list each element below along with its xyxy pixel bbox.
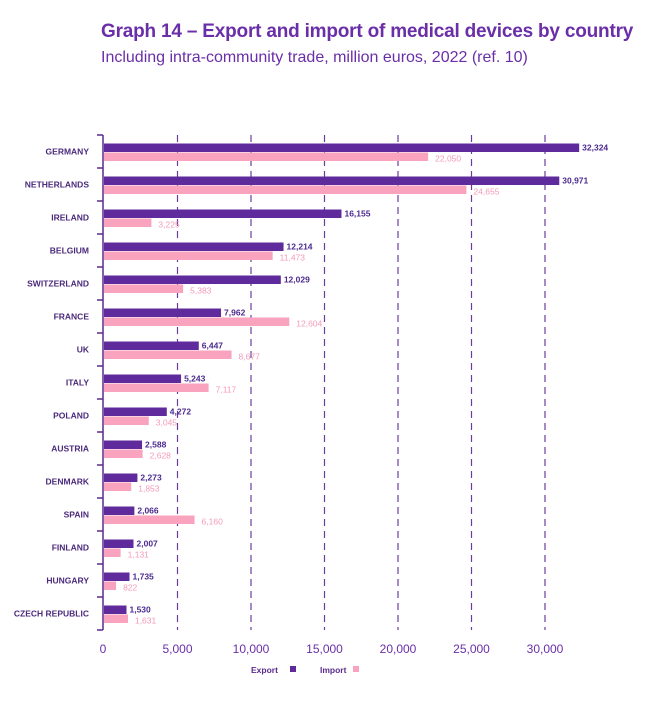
import-bar — [104, 317, 290, 326]
chart-subtitle: Including intra-community trade, million… — [101, 49, 528, 66]
x-tick-label: 5,000 — [162, 642, 192, 656]
x-tick-label: 10,000 — [233, 642, 270, 656]
export-bar — [104, 308, 222, 317]
import-bar — [104, 218, 152, 227]
export-bar — [104, 605, 127, 614]
export-value-label: 6,447 — [202, 341, 224, 351]
import-bar — [104, 548, 121, 557]
import-value-label: 5,383 — [190, 286, 212, 296]
export-bar — [104, 572, 130, 581]
category-label: FRANCE — [54, 312, 90, 322]
import-value-label: 1,131 — [128, 550, 150, 560]
import-bar — [104, 383, 209, 392]
export-bar — [104, 242, 284, 251]
export-bar — [104, 407, 167, 416]
export-bar — [104, 275, 281, 284]
category-label: HUNGARY — [46, 576, 89, 586]
import-value-label: 6,160 — [202, 517, 224, 527]
export-value-label: 1,735 — [133, 572, 155, 582]
import-value-label: 24,655 — [473, 187, 499, 197]
import-bar — [104, 515, 195, 524]
export-bar — [104, 176, 560, 185]
x-tick-label: 0 — [100, 642, 107, 656]
import-bar — [104, 350, 232, 359]
category-label: NETHERLANDS — [25, 180, 90, 190]
export-bar — [104, 473, 138, 482]
legend-export-label: Export — [251, 665, 278, 675]
import-value-label: 7,117 — [216, 385, 237, 395]
export-bar — [104, 539, 134, 548]
export-bar — [104, 341, 199, 350]
import-bar — [104, 581, 117, 590]
category-label: CZECH REPUBLIC — [14, 609, 89, 619]
export-value-label: 30,971 — [562, 176, 588, 186]
import-bar — [104, 614, 128, 623]
export-value-label: 2,273 — [140, 473, 162, 483]
x-tick-label: 30,000 — [527, 642, 564, 656]
export-value-label: 32,324 — [582, 143, 608, 153]
chart-title: Graph 14 – Export and import of medical … — [101, 21, 634, 42]
import-value-label: 2,628 — [150, 451, 172, 461]
import-bar — [104, 185, 467, 194]
legend-export-swatch — [290, 666, 296, 672]
category-label: GERMANY — [46, 147, 90, 157]
category-label: ITALY — [66, 378, 89, 388]
import-value-label: 22,050 — [435, 154, 461, 164]
export-bar — [104, 143, 580, 152]
import-value-label: 3,045 — [156, 418, 178, 428]
export-value-label: 5,243 — [184, 374, 206, 384]
category-label: SPAIN — [64, 510, 89, 520]
import-value-label: 1,631 — [135, 616, 157, 626]
category-label: FINLAND — [52, 543, 89, 553]
category-label: POLAND — [53, 411, 89, 421]
import-bar — [104, 284, 184, 293]
category-label: UK — [77, 345, 90, 355]
category-label: SWITZERLAND — [27, 279, 89, 289]
export-bar — [104, 440, 143, 449]
export-bar — [104, 374, 182, 383]
x-tick-label: 25,000 — [453, 642, 490, 656]
import-bar — [104, 416, 149, 425]
export-value-label: 16,155 — [344, 209, 370, 219]
export-value-label: 2,007 — [137, 539, 159, 549]
export-value-label: 4,272 — [170, 407, 192, 417]
category-label: IRELAND — [51, 213, 89, 223]
x-tick-label: 15,000 — [306, 642, 343, 656]
x-tick-label: 20,000 — [380, 642, 417, 656]
import-value-label: 3,225 — [158, 220, 180, 230]
export-value-label: 12,214 — [287, 242, 313, 252]
import-bar — [104, 449, 143, 458]
import-value-label: 1,853 — [138, 484, 160, 494]
import-value-label: 822 — [123, 583, 137, 593]
legend-import-swatch — [353, 666, 359, 672]
export-value-label: 7,962 — [224, 308, 246, 318]
export-bar — [104, 506, 135, 515]
export-bar — [104, 209, 342, 218]
import-bar — [104, 152, 429, 161]
import-bar — [104, 482, 132, 491]
import-bar — [104, 251, 273, 260]
export-value-label: 12,029 — [284, 275, 310, 285]
export-value-label: 2,588 — [145, 440, 167, 450]
category-label: BELGIUM — [50, 246, 89, 256]
import-value-label: 12,604 — [296, 319, 322, 329]
import-value-label: 11,473 — [280, 253, 306, 263]
category-label: AUSTRIA — [51, 444, 89, 454]
legend-import-label: Import — [320, 665, 347, 675]
export-value-label: 1,530 — [129, 605, 151, 615]
export-value-label: 2,066 — [137, 506, 159, 516]
import-value-label: 8,677 — [239, 352, 261, 362]
category-label: DENMARK — [46, 477, 90, 487]
